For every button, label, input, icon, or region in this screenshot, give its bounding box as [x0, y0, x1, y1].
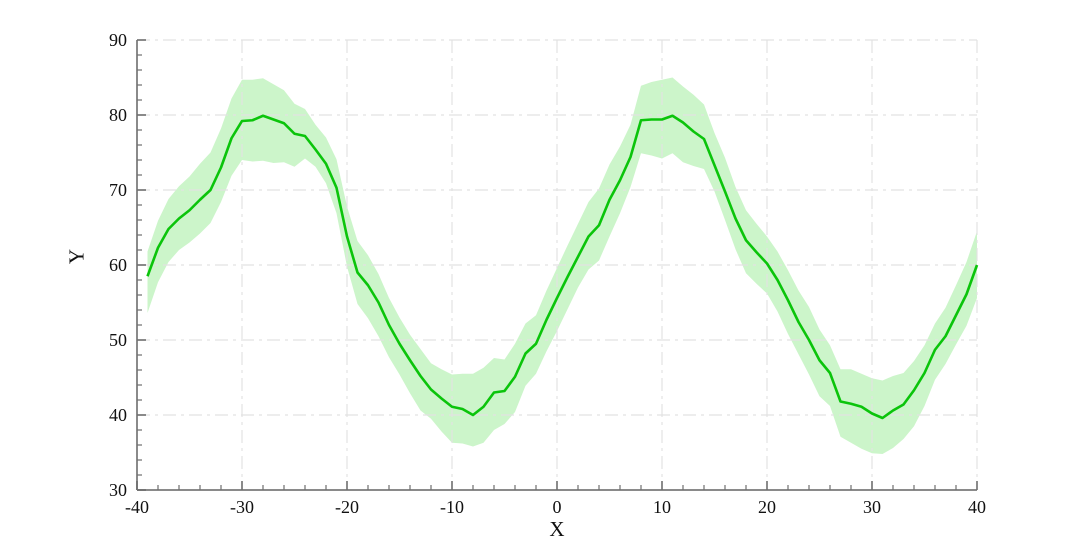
x-tick-label: -40 — [125, 497, 149, 517]
x-tick-label: -20 — [335, 497, 359, 517]
ticks — [136, 39, 978, 491]
x-tick-label: 20 — [758, 497, 776, 517]
y-tick-label: 90 — [109, 30, 127, 50]
y-axis-title: Y — [64, 248, 89, 265]
y-tick-label: 30 — [109, 480, 127, 500]
gridlines — [137, 39, 978, 490]
x-tick-label: 30 — [863, 497, 881, 517]
x-tick-labels: -40 -30 -20 -10 0 10 20 30 40 — [125, 497, 986, 517]
y-tick-label: 80 — [109, 105, 127, 125]
x-tick-label: 10 — [653, 497, 671, 517]
x-tick-label: -30 — [230, 497, 254, 517]
x-axis-title: X — [549, 517, 565, 541]
y-tick-label: 60 — [109, 255, 127, 275]
y-tick-label: 40 — [109, 405, 127, 425]
x-tick-label: 0 — [553, 497, 562, 517]
confidence-band — [147, 77, 977, 454]
mean-line — [146, 114, 979, 420]
y-tick-labels: 30 40 50 60 70 80 90 — [109, 30, 127, 500]
x-tick-label: 40 — [968, 497, 986, 517]
y-tick-label: 50 — [109, 330, 127, 350]
y-tick-label: 70 — [109, 180, 127, 200]
x-tick-label: -10 — [440, 497, 464, 517]
